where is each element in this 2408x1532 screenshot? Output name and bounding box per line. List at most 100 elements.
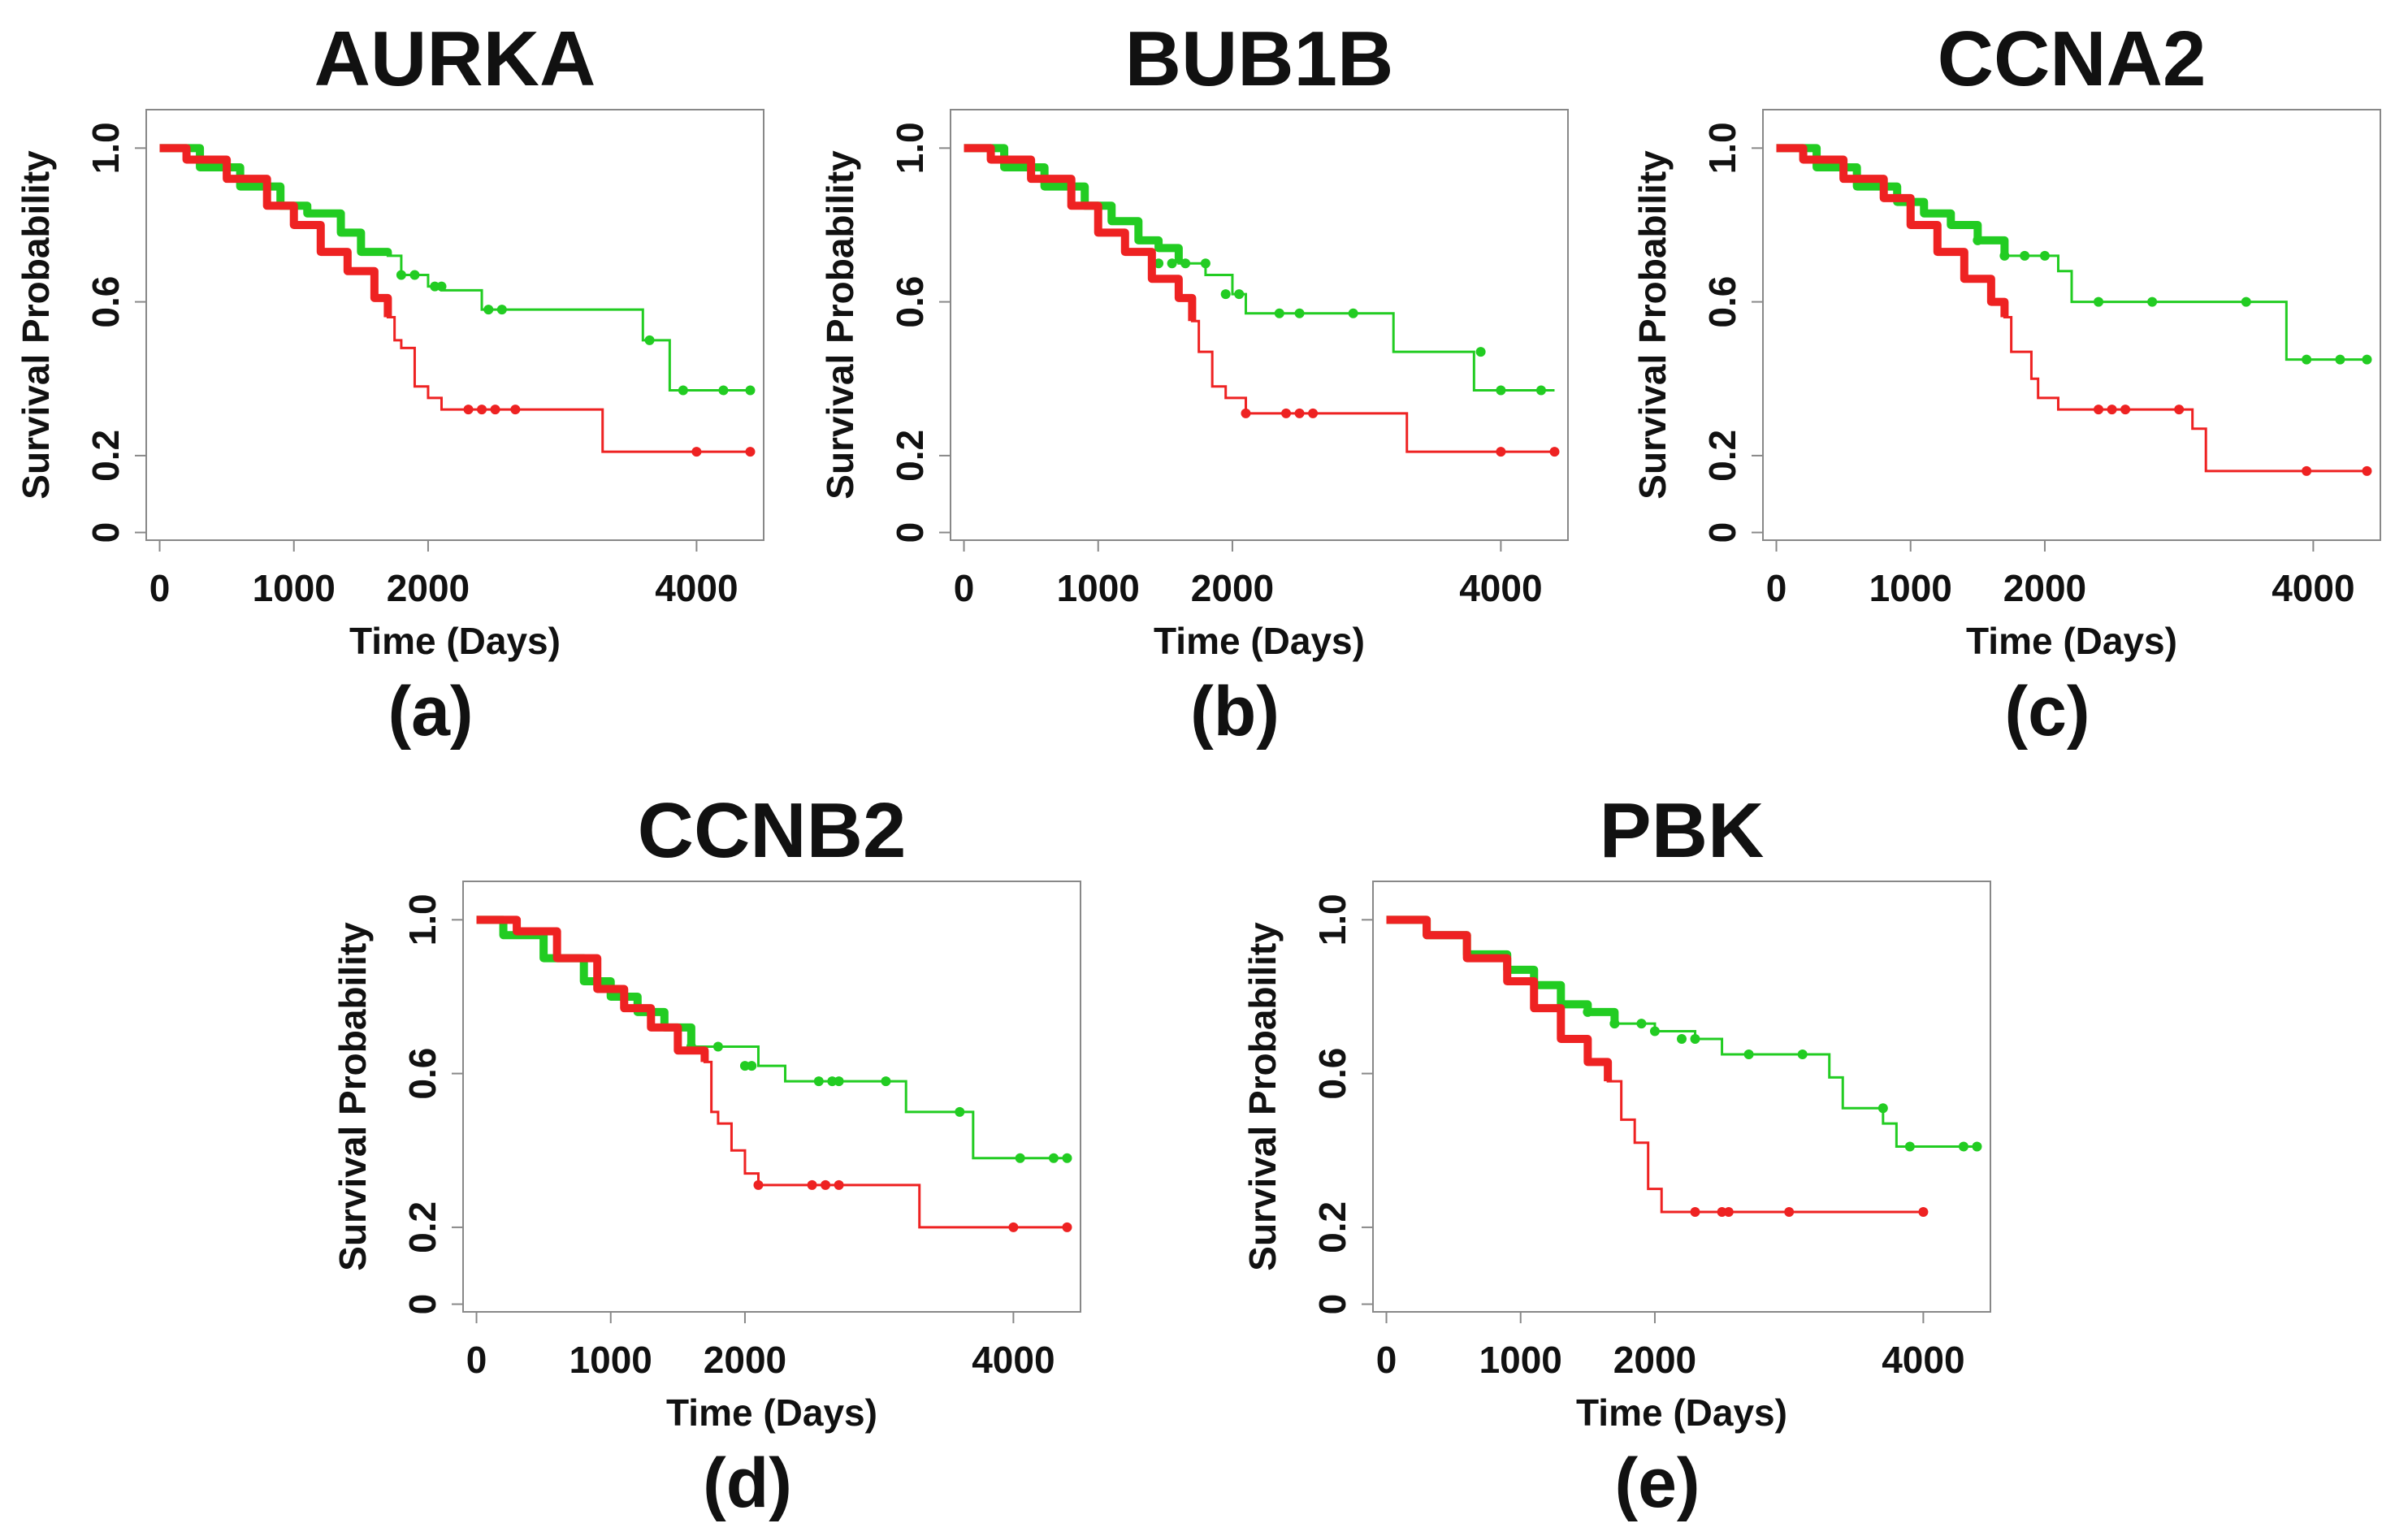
series-dense-low bbox=[964, 144, 1183, 264]
y-axis-label: Survival Probability bbox=[1631, 150, 1674, 500]
x-tick-label: 4000 bbox=[1882, 1339, 1964, 1381]
censor-mark-low bbox=[409, 270, 420, 280]
km-plot-aurka: AURKA 0 0.2 0.6 1.0 0 1000 2000 4000 Time (Days) S… bbox=[0, 0, 812, 755]
censor-mark-low bbox=[1690, 1034, 1700, 1045]
censor-mark-low bbox=[436, 281, 447, 292]
censor-mark-low bbox=[644, 335, 655, 345]
censor-mark-low bbox=[2362, 354, 2372, 365]
censor-mark-low bbox=[1973, 235, 1983, 245]
censor-mark-low bbox=[1180, 258, 1191, 269]
y-tick-label: 0.2 bbox=[401, 1201, 444, 1253]
censor-mark-low bbox=[396, 270, 406, 280]
chart-svg: BUB1B 0 0.2 0.6 1.0 0 1000 2000 4000 Time (Days) S… bbox=[819, 15, 1569, 751]
x-tick-label: 1000 bbox=[1479, 1339, 1562, 1381]
x-axis-label: Time (Days) bbox=[1154, 620, 1365, 662]
y-tick-label: 1.0 bbox=[84, 122, 127, 174]
censor-mark-low bbox=[1958, 1141, 1968, 1152]
x-axis-label: Time (Days) bbox=[1966, 620, 2177, 662]
chart-svg: AURKA 0 0.2 0.6 1.0 0 1000 2000 4000 Time (Days) S… bbox=[15, 15, 764, 751]
censor-mark-low bbox=[2302, 354, 2312, 365]
censor-mark-high bbox=[821, 1179, 831, 1190]
censor-mark-low bbox=[1154, 258, 1164, 269]
censor-mark-high bbox=[1281, 408, 1292, 418]
y-tick-label: 0 bbox=[1311, 1294, 1353, 1315]
x-tick-label: 0 bbox=[954, 567, 975, 609]
censor-mark-low bbox=[813, 1076, 824, 1087]
censor-mark-high bbox=[510, 405, 521, 415]
censor-mark-high bbox=[1549, 447, 1560, 457]
x-tick-label: 2000 bbox=[704, 1339, 786, 1381]
censor-mark-high bbox=[2174, 405, 2185, 415]
y-tick-label: 1.0 bbox=[1701, 122, 1743, 174]
censor-mark-low bbox=[1904, 1141, 1915, 1152]
x-tick-label: 1000 bbox=[1057, 567, 1140, 609]
censor-mark-high bbox=[753, 1179, 764, 1190]
censor-mark-low bbox=[2039, 250, 2050, 261]
chart-title: PBK bbox=[1600, 787, 1765, 874]
censor-mark-low bbox=[430, 281, 440, 292]
x-tick-label: 4000 bbox=[1459, 567, 1542, 609]
censor-mark-low bbox=[2241, 296, 2251, 307]
y-tick-label: 0.2 bbox=[1701, 430, 1743, 482]
x-tick-label: 1000 bbox=[253, 567, 336, 609]
censor-mark-low bbox=[745, 385, 756, 396]
y-axis-label: Survival Probability bbox=[819, 150, 861, 500]
x-tick-label: 0 bbox=[149, 567, 171, 609]
censor-mark-low bbox=[2020, 250, 2030, 261]
censor-mark-high bbox=[1294, 408, 1305, 418]
censor-mark-high bbox=[745, 447, 756, 457]
x-tick-label: 4000 bbox=[2272, 567, 2354, 609]
y-tick-label: 0.2 bbox=[889, 430, 931, 482]
panel-letter: (b) bbox=[1190, 673, 1280, 751]
censor-mark-high bbox=[2302, 465, 2312, 476]
censor-mark-low bbox=[483, 305, 494, 315]
censor-mark-low bbox=[1475, 347, 1486, 357]
censor-mark-low bbox=[1636, 1019, 1647, 1029]
censor-mark-low bbox=[881, 1076, 891, 1087]
censor-mark-low bbox=[1743, 1049, 1754, 1059]
censor-mark-low bbox=[718, 385, 729, 396]
chart-title: AURKA bbox=[314, 15, 596, 102]
censor-mark-low bbox=[712, 1041, 723, 1052]
x-tick-label: 2000 bbox=[1613, 1339, 1696, 1381]
chart-title: CCNB2 bbox=[638, 787, 907, 874]
censor-mark-low bbox=[1999, 250, 2010, 261]
y-tick-label: 0 bbox=[401, 1294, 444, 1315]
censor-mark-low bbox=[834, 1076, 844, 1087]
series-dense-low bbox=[1776, 144, 2009, 256]
censor-mark-high bbox=[490, 405, 500, 415]
censor-mark-low bbox=[1062, 1153, 1072, 1163]
censor-mark-high bbox=[477, 405, 487, 415]
censor-mark-high bbox=[1241, 408, 1251, 418]
x-tick-label: 2000 bbox=[2003, 567, 2086, 609]
km-plot-ccna2: CCNA2 0 0.2 0.6 1.0 0 1000 2000 4000 Time (Days) S… bbox=[1617, 0, 2408, 755]
censor-mark-high bbox=[2094, 405, 2104, 415]
censor-mark-low bbox=[1348, 308, 1358, 318]
censor-mark-high bbox=[1690, 1206, 1700, 1217]
x-tick-label: 0 bbox=[1766, 567, 1787, 609]
x-axis-label: Time (Days) bbox=[666, 1391, 877, 1434]
censor-mark-low bbox=[1972, 1141, 1982, 1152]
y-tick-label: 1.0 bbox=[1311, 894, 1353, 946]
censor-mark-low bbox=[1220, 289, 1231, 300]
censor-mark-low bbox=[955, 1106, 965, 1117]
y-axis-label: Survival Probability bbox=[15, 150, 57, 500]
x-tick-label: 4000 bbox=[655, 567, 738, 609]
censor-mark-high bbox=[1918, 1206, 1929, 1217]
censor-mark-low bbox=[1234, 289, 1245, 300]
panel-letter: (a) bbox=[388, 673, 473, 751]
panel-letter: (d) bbox=[703, 1444, 792, 1522]
censor-mark-low bbox=[496, 305, 507, 315]
x-tick-label: 0 bbox=[466, 1339, 487, 1381]
censor-mark-low bbox=[2094, 296, 2104, 307]
censor-mark-high bbox=[691, 447, 702, 457]
x-tick-label: 2000 bbox=[387, 567, 470, 609]
censor-mark-high bbox=[1008, 1222, 1019, 1232]
x-tick-label: 4000 bbox=[972, 1339, 1055, 1381]
censor-mark-low bbox=[1167, 258, 1177, 269]
x-tick-label: 2000 bbox=[1191, 567, 1274, 609]
km-plot-ccnb2: CCNB2 0 0.2 0.6 1.0 0 1000 2000 4000 Time (Days) S… bbox=[317, 772, 1129, 1527]
chart-title: CCNA2 bbox=[1938, 15, 2207, 102]
y-tick-label: 0.2 bbox=[1311, 1201, 1353, 1253]
series-dense-high bbox=[1776, 144, 2009, 318]
